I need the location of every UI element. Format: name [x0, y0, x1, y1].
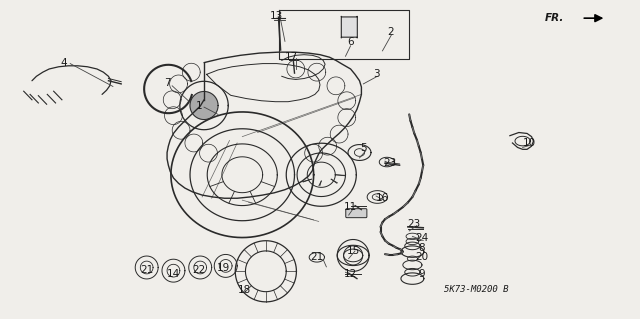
Text: 7: 7 [164, 78, 170, 88]
Text: 8: 8 [419, 243, 425, 253]
Text: 3: 3 [372, 69, 380, 79]
Text: 20: 20 [415, 252, 429, 262]
Text: 24: 24 [415, 233, 429, 243]
Text: 16: 16 [376, 193, 389, 203]
Text: 9: 9 [419, 270, 425, 279]
Text: 11: 11 [344, 202, 357, 211]
Text: 6: 6 [348, 37, 354, 47]
Text: 12: 12 [344, 270, 357, 279]
Text: 13: 13 [270, 11, 284, 21]
Text: 17: 17 [285, 52, 298, 62]
Circle shape [190, 92, 218, 120]
Text: 19: 19 [216, 263, 230, 273]
Text: 14: 14 [167, 270, 180, 279]
Text: 21: 21 [310, 252, 323, 262]
Text: 23: 23 [383, 158, 397, 168]
Text: 10: 10 [522, 138, 536, 148]
Text: 5K73-M0200 B: 5K73-M0200 B [444, 285, 508, 293]
Text: 4: 4 [61, 58, 67, 68]
Text: 1: 1 [196, 100, 202, 110]
Text: 2: 2 [387, 27, 394, 37]
FancyBboxPatch shape [346, 209, 367, 218]
Text: FR.: FR. [545, 13, 564, 23]
Text: 5: 5 [360, 143, 367, 153]
Text: 21: 21 [140, 265, 154, 275]
FancyBboxPatch shape [341, 16, 357, 38]
Text: 18: 18 [238, 285, 252, 295]
Text: 15: 15 [346, 246, 360, 256]
Text: 23: 23 [408, 219, 421, 229]
Text: 22: 22 [192, 265, 205, 275]
